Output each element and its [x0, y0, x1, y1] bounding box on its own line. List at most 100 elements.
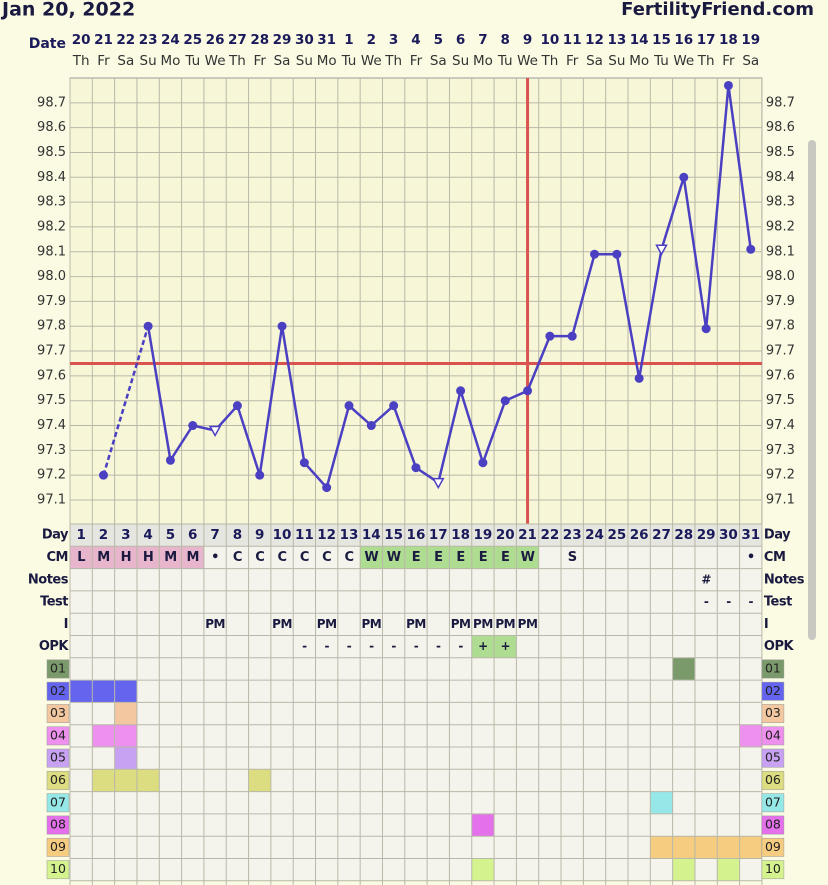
day-number: 20	[496, 527, 515, 543]
symptom-label: 10	[50, 861, 66, 876]
y-tick-label-right: 98.1	[766, 244, 795, 259]
symptom-cell	[739, 724, 762, 747]
temperature-point	[723, 80, 733, 90]
cell-fill	[159, 546, 182, 569]
row-label-right: I	[764, 617, 768, 632]
y-tick-label-right: 98.6	[766, 120, 795, 135]
date-number: 24	[161, 32, 180, 48]
cm-entry: E	[501, 550, 509, 565]
temperature-point	[746, 244, 756, 254]
cell-fill	[494, 635, 517, 658]
cm-entry: S	[568, 550, 577, 565]
day-number: 17	[429, 527, 448, 543]
symptom-label-box	[46, 860, 70, 880]
symptom-label: 08	[50, 817, 66, 832]
symptom-label-right: 09	[765, 839, 781, 854]
y-tick-label: 97.6	[37, 368, 66, 383]
weekday: Th	[540, 53, 558, 69]
day-number: 5	[166, 527, 175, 543]
y-tick-label-right: 98.2	[766, 219, 795, 234]
symptom-label-box	[46, 837, 70, 857]
day-number: 9	[255, 527, 264, 543]
weekday: Fr	[566, 53, 579, 69]
cell-fill	[70, 546, 93, 569]
cm-entry: E	[412, 550, 420, 565]
cell-fill	[114, 546, 137, 569]
weekday: Sa	[117, 53, 134, 69]
y-tick-label: 98.1	[37, 244, 66, 259]
opk-entry: -	[302, 639, 307, 653]
day-number: 6	[188, 527, 197, 543]
row-label-right: Test	[764, 595, 792, 610]
date-number: 13	[607, 32, 626, 48]
y-tick-label-right: 97.4	[766, 418, 795, 433]
test-entry: -	[704, 595, 709, 609]
weekday: Fr	[722, 53, 735, 69]
symptom-label-right-box	[761, 771, 785, 790]
symptom-label-box	[46, 748, 70, 768]
row-label: CM	[47, 550, 68, 565]
row-label: Test	[40, 595, 68, 610]
weekday: Su	[140, 53, 157, 69]
scrollbar	[808, 140, 816, 640]
temperature-point	[208, 425, 222, 438]
weekday: Su	[452, 53, 469, 69]
cm-entry: L	[77, 550, 85, 565]
chart-date: Jan 20, 2022	[0, 0, 135, 21]
y-tick-label: 98.6	[37, 120, 66, 135]
date-number: 31	[317, 32, 336, 48]
symptom-label-box	[46, 815, 70, 835]
date-number: 14	[630, 32, 649, 48]
cm-entry: M	[164, 550, 176, 565]
symptom-label-box	[46, 726, 70, 746]
weekday: Fr	[97, 53, 110, 69]
temperature-point	[456, 386, 466, 396]
day-number: 29	[697, 527, 716, 543]
cm-entry: M	[97, 550, 109, 565]
date-number: 1	[344, 32, 353, 48]
symptom-label: 07	[50, 794, 66, 809]
y-tick-label: 97.1	[37, 492, 66, 507]
temperature-point	[679, 172, 689, 182]
date-number: 3	[389, 32, 398, 48]
day-number: 21	[518, 527, 537, 543]
day-number: 16	[407, 527, 426, 543]
y-tick-label-right: 97.7	[766, 344, 795, 359]
symptom-cell	[114, 702, 137, 725]
i-entry: PM	[317, 617, 337, 631]
symptom-cell	[114, 680, 137, 703]
cm-entry: C	[278, 550, 287, 565]
weekday: Sa	[586, 53, 603, 69]
i-entry: PM	[205, 617, 225, 631]
weekday: Th	[72, 53, 90, 69]
y-tick-label: 97.8	[37, 319, 66, 334]
date-number: 21	[94, 32, 113, 48]
symptom-label-right: 03	[765, 705, 781, 720]
i-entry: PM	[495, 617, 515, 631]
date-number: 6	[456, 32, 465, 48]
cell-fill	[427, 546, 450, 569]
day-number: 15	[384, 527, 403, 543]
temperature-point	[545, 331, 555, 341]
weekday: We	[205, 53, 226, 69]
opk-entry: -	[391, 639, 396, 653]
symptom-cell	[70, 680, 93, 703]
i-entry: PM	[451, 617, 471, 631]
cm-entry: E	[456, 550, 464, 565]
opk-entry: -	[414, 639, 419, 653]
y-tick-label: 98.3	[37, 195, 66, 210]
symptom-cell	[92, 769, 115, 792]
date-number: 29	[273, 32, 292, 48]
temperature-point	[143, 321, 153, 331]
cm-entry: •	[211, 550, 219, 565]
cm-entry: E	[479, 550, 487, 565]
temperature-point	[655, 244, 668, 256]
temperature-point	[478, 458, 488, 468]
symptom-label-box	[46, 771, 70, 790]
row-label: Notes	[28, 572, 69, 587]
cell-fill	[471, 635, 495, 658]
cm-entry: C	[344, 550, 353, 565]
symptom-label-box	[46, 681, 70, 701]
